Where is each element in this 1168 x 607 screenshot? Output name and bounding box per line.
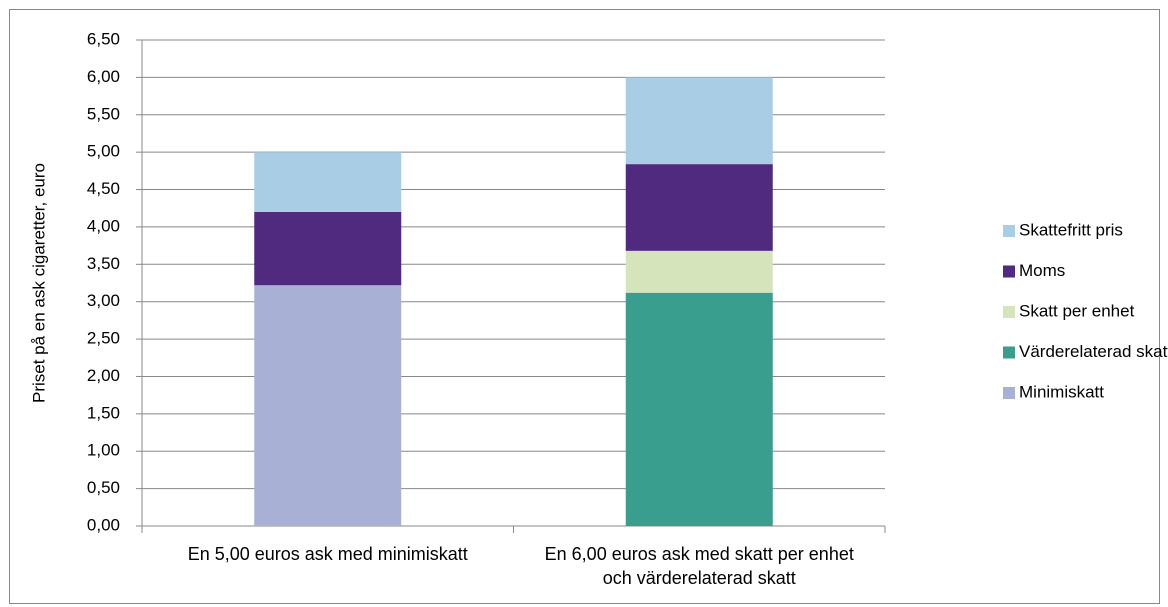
y-tick-label: 5,50 [87, 104, 120, 123]
y-tick-label: 3,50 [87, 254, 120, 273]
y-tick-label: 3,00 [87, 291, 120, 310]
legend-swatch [1003, 265, 1015, 278]
y-tick-label: 0,00 [87, 515, 120, 534]
legend-label: Moms [1019, 261, 1065, 280]
bar-segment [625, 292, 773, 526]
bar-segment [625, 250, 773, 293]
y-tick-label: 6,00 [87, 67, 120, 86]
legend-label: Skattefritt pris [1019, 220, 1123, 239]
x-tick-label: En 5,00 euros ask med minimiskatt [187, 544, 468, 564]
legend-swatch [1003, 387, 1015, 399]
x-tick-label: En 6,00 euros ask med skatt per enhet oc… [544, 544, 854, 588]
y-tick-label: 1,00 [87, 441, 120, 460]
bar-segment [254, 152, 402, 212]
y-axis-title: Priset på en ask cigaretter, euro [29, 163, 48, 403]
y-tick-label: 1,50 [87, 403, 120, 422]
y-tick-label: 2,00 [87, 366, 120, 385]
legend-label: Minimiskatt [1019, 382, 1104, 401]
legend-swatch [1003, 225, 1015, 237]
y-tick-label: 4,50 [87, 179, 120, 198]
legend-swatch [1003, 306, 1015, 318]
y-tick-label: 4,00 [87, 216, 120, 235]
legend-label: Skatt per enhet [1019, 301, 1135, 320]
bar-segment [254, 285, 402, 526]
bar-segment [254, 211, 402, 286]
legend-swatch [1003, 346, 1015, 359]
y-tick-label: 2,50 [87, 329, 120, 348]
bar-segment [625, 77, 773, 165]
bar-segment [625, 164, 773, 251]
y-tick-label: 0,50 [87, 478, 120, 497]
y-tick-label: 5,00 [87, 142, 120, 161]
y-tick-label: 6,50 [87, 29, 120, 48]
chart-border [9, 9, 1160, 604]
legend-label: Värderelaterad skatt [1019, 342, 1168, 361]
